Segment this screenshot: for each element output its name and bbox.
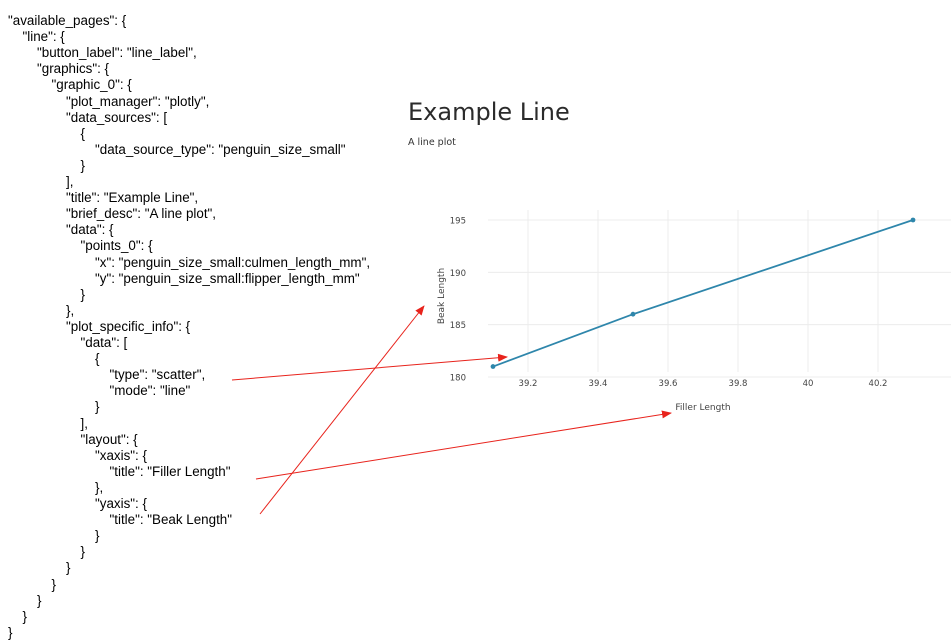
- code-line: "graphics": {: [37, 61, 110, 77]
- code-line: }: [37, 592, 42, 608]
- code-line: "button_label": "line_label",: [37, 45, 197, 61]
- data-point: [490, 364, 496, 369]
- code-line: }: [80, 544, 85, 560]
- code-line: "data_sources": [: [66, 109, 168, 125]
- code-line: }: [95, 399, 100, 415]
- code-line: "y": "penguin_size_small:flipper_length_…: [95, 270, 360, 286]
- code-line: "type": "scatter",: [109, 367, 206, 383]
- code-line: "mode": "line": [109, 383, 191, 399]
- code-line: "yaxis": {: [95, 496, 147, 511]
- code-line: "title": "Example Line",: [66, 190, 199, 206]
- y-axis-label: Beak Length: [437, 268, 447, 324]
- code-line: "x": "penguin_size_small:culmen_length_m…: [95, 254, 371, 270]
- data-point: [910, 217, 916, 223]
- x-tick-label: 40: [803, 379, 814, 389]
- code-line: "title": "Beak Length": [109, 512, 233, 528]
- y-tick-label: 195: [450, 217, 466, 227]
- code-line: "title": "Filler Length": [109, 463, 231, 479]
- data-point: [630, 311, 636, 317]
- code-line: }: [95, 528, 100, 544]
- y-tick-label: 190: [450, 269, 466, 279]
- code-line: "layout": {: [80, 431, 138, 447]
- code-line: }: [51, 576, 56, 592]
- code-line: }: [80, 286, 85, 302]
- code-line: },: [95, 479, 104, 495]
- data-series-line: [492, 219, 914, 368]
- code-line: "brief_desc": "A line plot",: [66, 206, 217, 222]
- code-line: "points_0": {: [80, 238, 153, 254]
- code-line: "graphic_0": {: [51, 77, 132, 93]
- code-line: "available_pages": {: [8, 13, 127, 28]
- code-line: "xaxis": {: [95, 447, 147, 463]
- plot-brief-desc: A line plot: [408, 137, 456, 148]
- code-line: {: [95, 351, 100, 367]
- code-line: }: [80, 157, 85, 173]
- x-tick-label: 39.2: [519, 379, 538, 389]
- code-line: "data": {: [66, 222, 114, 238]
- x-axis-label: Filler Length: [675, 403, 730, 413]
- code-line: "plot_manager": "plotly",: [66, 93, 210, 109]
- code-line: "data": [: [80, 335, 128, 350]
- code-line: }: [22, 608, 27, 624]
- x-tick-label: 40.2: [869, 379, 888, 389]
- x-tick-label: 39.6: [659, 379, 678, 389]
- code-line: {: [80, 125, 85, 141]
- x-tick-label: 39.4: [589, 379, 608, 389]
- code-line: "line": {: [22, 29, 65, 45]
- code-line: "data_source_type": "penguin_size_small": [95, 141, 346, 157]
- code-line: }: [66, 560, 71, 576]
- code-line: ],: [66, 174, 74, 189]
- code-line: "plot_specific_info": {: [66, 318, 191, 334]
- x-tick-label: 39.8: [729, 379, 748, 389]
- y-tick-label: 180: [450, 374, 466, 384]
- code-line: }: [8, 624, 13, 640]
- code-line: ],: [80, 415, 88, 431]
- code-line: },: [66, 302, 75, 318]
- y-tick-label: 185: [450, 321, 466, 331]
- plot-title: Example Line: [408, 98, 570, 126]
